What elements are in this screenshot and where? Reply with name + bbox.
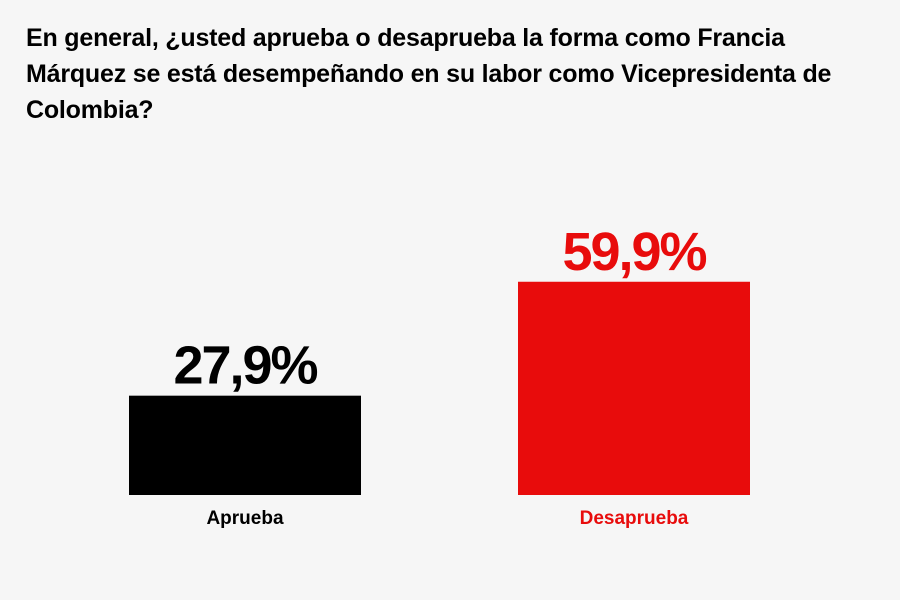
bar-value-label-aprueba: 27,9%	[173, 336, 317, 396]
bar-value-label-desaprueba: 59,9%	[562, 222, 706, 282]
bars-group: 27,9% Aprueba 59,9% Desaprueba	[129, 222, 750, 529]
category-label-aprueba: Aprueba	[206, 508, 284, 529]
category-label-desaprueba: Desaprueba	[580, 508, 689, 529]
chart-title: En general, ¿usted aprueba o desaprueba …	[26, 24, 832, 124]
bar-aprueba	[129, 395, 361, 495]
bar-desaprueba	[518, 281, 750, 495]
